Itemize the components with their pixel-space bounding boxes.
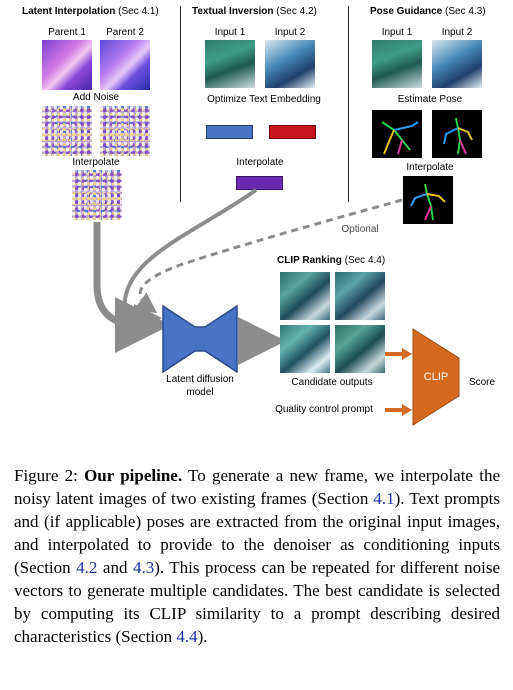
text-input1-image [205,40,255,88]
textual-interpolate-label: Interpolate [236,157,284,168]
optimize-text-embedding-label: Optimize Text Embedding [207,94,321,105]
pose-interpolate-label: Interpolate [406,162,454,173]
figure-caption: Figure 2: Our pipeline. To generate a ne… [14,464,500,648]
latent-to-diffusion-arrow [93,222,171,353]
caption-ref-4-3[interactable]: 4.3 [132,558,155,577]
pose-guidance-header: Pose Guidance (Sec 4.3) [370,6,486,18]
candidate-image-2 [335,272,385,320]
optional-label: Optional [341,224,379,235]
pose-skeleton-2 [432,110,482,158]
estimate-pose-label: Estimate Pose [397,94,463,105]
candidate-image-1 [280,272,330,320]
text-embedding-2 [269,125,316,139]
section-divider-1 [180,6,181,202]
pose-input2-label: Input 2 [441,27,473,38]
clip-label: CLIP [423,371,449,383]
pose-input2-image [432,40,482,88]
parent2-image [100,40,150,90]
pose-skeleton-2-graphic [443,117,473,155]
pose-skeleton-1-graphic [381,121,419,155]
textual-inversion-header: Textual Inversion (Sec 4.2) [192,6,317,18]
pose-input1-label: Input 1 [381,27,413,38]
flow-arrows [93,188,412,416]
latent-diffusion-model-icon [162,305,238,373]
add-noise-label: Add Noise [72,92,120,103]
interpolated-pose-graphic [410,183,446,221]
latent-interpolate-label: Interpolate [72,157,120,168]
caption-text-4: ). This process can be repeated for diff… [14,558,501,646]
textual-inversion-title: Textual Inversion [192,6,274,17]
caption-bold: Our pipeline. [84,466,183,485]
score-label: Score [468,377,496,388]
pose-to-diffusion-arrow [134,198,403,314]
diffusion-label-line2: model [186,387,214,398]
noisy-parent2-image [100,106,150,156]
latent-interpolation-title: Latent Interpolation [22,6,116,17]
parent2-label: Parent 2 [106,27,144,38]
latent-interpolation-sec: (Sec 4.1) [118,6,159,17]
clip-model-icon [412,328,460,426]
text-embedding-1 [206,125,253,139]
caption-text-3: and [102,558,128,577]
textual-inversion-sec: (Sec 4.2) [276,6,317,17]
pose-input1-image [372,40,422,88]
caption-ref-4-1[interactable]: 4.1 [373,489,395,508]
pose-skeleton-1 [372,110,422,158]
caption-text-2: ). Text prompts and (if applicable) pose… [14,489,500,577]
interpolated-pose [403,176,453,224]
pose-guidance-sec: (Sec 4.3) [445,6,486,17]
clip-ranking-title: CLIP Ranking [277,255,342,266]
interpolated-text-embedding [236,176,283,190]
clip-ranking-header: CLIP Ranking (Sec 4.4) [277,255,385,267]
candidate-image-4 [335,325,385,373]
caption-text-5: ). [197,627,208,646]
parent1-image [42,40,92,90]
section-divider-2 [348,6,349,202]
parent1-label: Parent 1 [48,27,86,38]
text-input2-label: Input 2 [274,27,306,38]
noisy-parent1-image [42,106,92,156]
interpolated-latent-image [72,170,122,220]
candidate-image-3 [280,325,330,373]
text-to-diffusion-arrow [122,188,258,332]
text-input2-image [265,40,315,88]
caption-text-1: To generate a new frame, we interpolate … [14,466,500,508]
clip-ranking-sec: (Sec 4.4) [344,255,386,266]
pose-guidance-title: Pose Guidance [370,6,443,17]
quality-control-prompt-label: Quality control prompt [275,404,373,415]
latent-interpolation-header: Latent Interpolation (Sec 4.1) [22,6,159,18]
caption-ref-4-2[interactable]: 4.2 [76,558,98,577]
diffusion-label-line1: Latent diffusion [166,374,234,385]
caption-ref-4-4[interactable]: 4.4 [176,627,198,646]
caption-prefix: Figure 2: [14,466,78,485]
text-input1-label: Input 1 [214,27,246,38]
candidate-outputs-label: Candidate outputs [291,377,373,388]
